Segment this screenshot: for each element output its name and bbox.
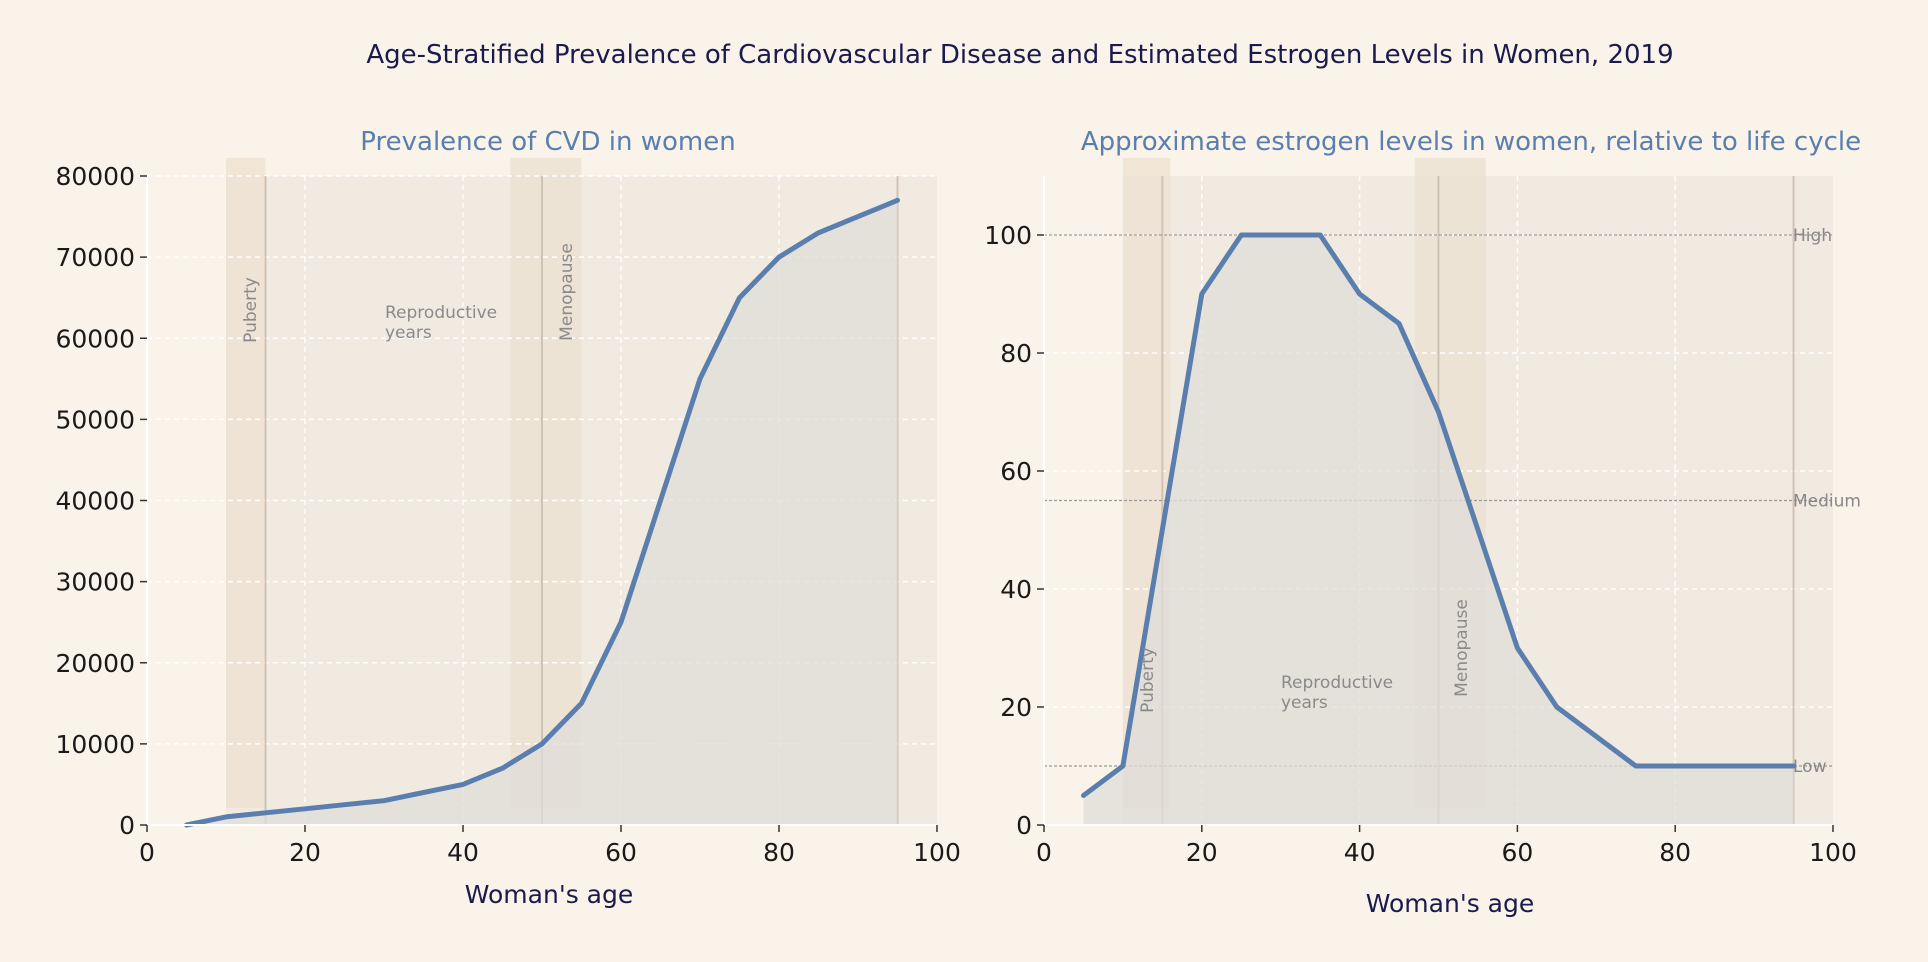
reference-line-label: Medium — [1793, 492, 1861, 512]
y-tick-label: 20 — [1000, 693, 1032, 722]
menopause-annotation: Menopause — [1452, 599, 1472, 697]
y-tick-label: 50000 — [55, 405, 135, 434]
y-tick-label: 40000 — [55, 487, 135, 516]
x-tick-label: 100 — [913, 838, 961, 867]
y-tick-label: 60 — [1000, 457, 1032, 486]
x-tick-label: 40 — [1344, 838, 1376, 867]
estrogen-panel-title: Approximate estrogen levels in women, re… — [1081, 127, 1861, 157]
x-tick-label: 80 — [763, 838, 795, 867]
annotation-line: Reproductive — [385, 303, 497, 323]
x-tick-label: 20 — [289, 838, 321, 867]
y-tick-label: 0 — [1016, 811, 1032, 840]
series-area — [1083, 235, 1794, 825]
y-tick-label: 40 — [1000, 575, 1032, 604]
y-tick-label: 70000 — [55, 243, 135, 272]
x-tick-label: 0 — [1036, 838, 1052, 867]
puberty-annotation: Puberty — [1138, 647, 1158, 713]
x-tick-label: 20 — [1186, 838, 1218, 867]
reproductive-years-annotation: Reproductive years — [385, 303, 497, 343]
reference-line-label: High — [1793, 226, 1832, 246]
puberty-annotation: Puberty — [241, 277, 261, 343]
menopause-band — [510, 158, 582, 808]
estrogen-level-panel: Approximate estrogen levels in women, re… — [984, 127, 1861, 918]
x-tick-label: 100 — [1809, 838, 1857, 867]
cvd-panel-title: Prevalence of CVD in women — [360, 127, 735, 157]
annotation-line: years — [1281, 693, 1328, 713]
series-area — [186, 200, 898, 826]
y-tick-label: 100 — [984, 221, 1032, 250]
cvd-prevalence-panel: Prevalence of CVD in women Woman's age P… — [55, 127, 960, 909]
y-tick-label: 60000 — [55, 324, 135, 353]
x-tick-label: 60 — [605, 838, 637, 867]
y-tick-label: 80000 — [55, 162, 135, 191]
reproductive-years-annotation: Reproductive years — [1281, 673, 1393, 713]
x-tick-label: 80 — [1659, 838, 1691, 867]
x-tick-label: 40 — [447, 838, 479, 867]
annotation-line: Reproductive — [1281, 673, 1393, 693]
y-tick-label: 10000 — [55, 730, 135, 759]
y-tick-label: 20000 — [55, 649, 135, 678]
cvd-x-axis-label: Woman's age — [465, 880, 633, 909]
plot-layer: High Medium Low Puberty Reproductive years Men… — [984, 158, 1861, 867]
annotation-line: years — [385, 323, 432, 343]
figure-suptitle: Age-Stratified Prevalence of Cardiovascu… — [366, 40, 1673, 70]
x-tick-label: 60 — [1501, 838, 1533, 867]
y-tick-label: 30000 — [55, 568, 135, 597]
estrogen-x-axis-label: Woman's age — [1366, 889, 1534, 918]
y-tick-label: 0 — [119, 811, 135, 840]
menopause-annotation: Menopause — [557, 243, 577, 341]
puberty-band — [226, 158, 266, 808]
y-tick-label: 80 — [1000, 339, 1032, 368]
x-tick-label: 0 — [139, 838, 155, 867]
plot-layer: Puberty Reproductive years Menopause 0 20 40 60… — [55, 158, 961, 867]
reference-line-label: Low — [1793, 757, 1827, 777]
